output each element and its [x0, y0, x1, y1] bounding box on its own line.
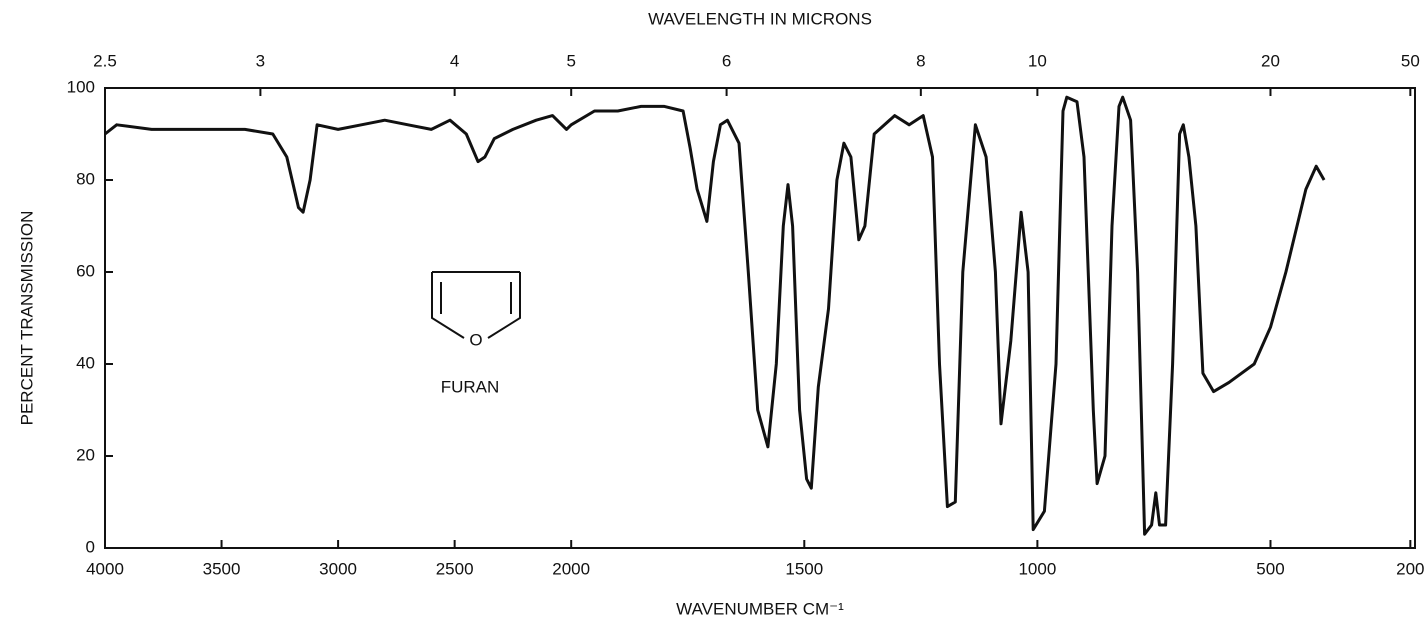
x-axis-title: WAVENUMBER CM⁻¹: [676, 599, 844, 618]
y-tick-label: 0: [86, 537, 95, 556]
spectrum-line: [104, 95, 1326, 536]
y-tick-label: 60: [76, 261, 95, 280]
x2-tick-label: 8: [916, 51, 925, 70]
y-tick-label: 20: [76, 445, 95, 464]
x-tick-label: 4000: [86, 559, 124, 578]
x2-tick-label: 50: [1401, 51, 1420, 70]
x2-tick-label: 6: [722, 51, 731, 70]
y-tick-label: 100: [67, 77, 95, 96]
x-tick-label: 2500: [436, 559, 474, 578]
x-tick-label: 500: [1256, 559, 1284, 578]
x-tick-label: 1000: [1018, 559, 1056, 578]
oxygen-label: O: [469, 330, 482, 349]
x2-tick-label: 5: [566, 51, 575, 70]
x2-tick-label: 2.5: [93, 51, 117, 70]
x-tick-label: 200: [1396, 559, 1424, 578]
x-tick-label: 2000: [552, 559, 590, 578]
x-tick-label: 3500: [203, 559, 241, 578]
x2-tick-label: 10: [1028, 51, 1047, 70]
top-axis-title: WAVELENGTH IN MICRONS: [648, 9, 872, 28]
y-tick-label: 40: [76, 353, 95, 372]
y-axis-title: PERCENT TRANSMISSION: [17, 211, 36, 426]
y-tick-label: 80: [76, 169, 95, 188]
compound-label: FURAN: [441, 377, 500, 396]
x2-tick-label: 20: [1261, 51, 1280, 70]
plot-frame: [104, 87, 1416, 549]
x2-tick-label: 4: [450, 51, 459, 70]
x2-tick-label: 3: [256, 51, 265, 70]
x-tick-label: 3000: [319, 559, 357, 578]
x-tick-label: 1500: [785, 559, 823, 578]
furan-structure: [431, 271, 521, 339]
